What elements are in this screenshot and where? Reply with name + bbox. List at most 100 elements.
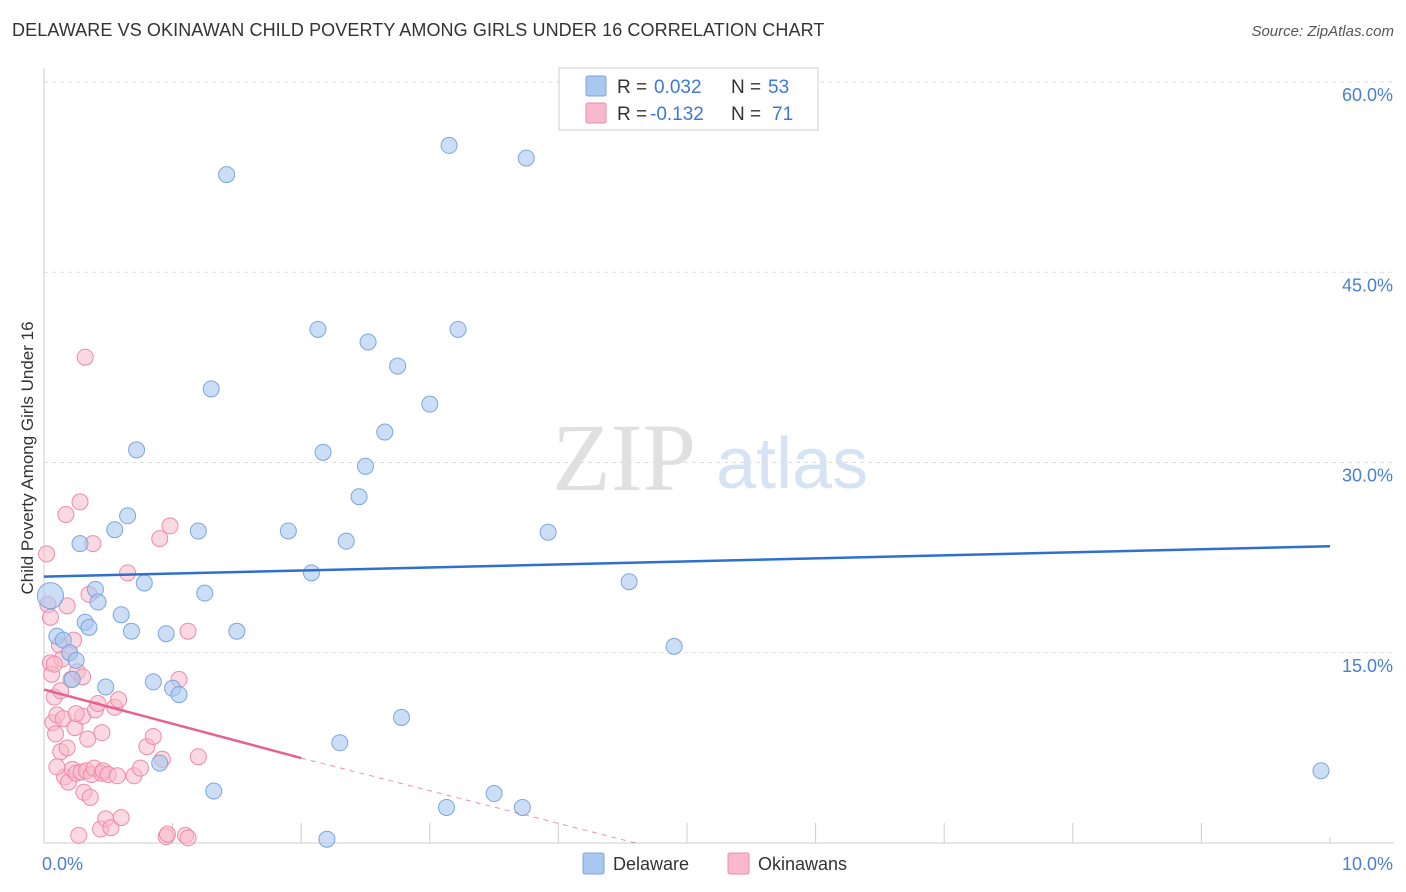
delaware-point [205, 782, 223, 800]
okinawan-point [179, 622, 197, 640]
okinawan-point [189, 748, 207, 766]
legend-delaware-n-label: N = [731, 77, 761, 98]
delaware-point [128, 441, 146, 459]
bottom-legend-delaware-swatch [582, 852, 605, 875]
watermark: ZIP atlas [552, 404, 868, 511]
trend-lines [43, 544, 1331, 844]
delaware-point [620, 573, 638, 591]
delaware-point [357, 457, 374, 475]
y-tick-label: 60.0% [1342, 85, 1393, 105]
okinawan-point [41, 608, 59, 626]
delaware-point [449, 320, 467, 338]
delaware-point [228, 622, 246, 640]
legend-delaware-r-label: R = [617, 77, 647, 98]
okinawan-point [79, 730, 97, 748]
delaware-point [170, 686, 188, 704]
delaware-point [67, 651, 85, 669]
okinawan-point [112, 809, 130, 827]
delaware-point [112, 606, 130, 624]
okinawan-point [119, 564, 137, 582]
bottom-legend-okinawan-swatch [727, 852, 750, 875]
delaware-point [359, 333, 377, 351]
delaware-point [438, 798, 456, 816]
watermark-zip: ZIP [552, 404, 696, 511]
delaware-trend-line [43, 544, 1331, 578]
delaware-point [421, 395, 439, 413]
okinawan-point [161, 517, 179, 535]
okinawan-point [110, 691, 128, 709]
legend-okinawan-n-value: 71 [772, 104, 793, 125]
delaware-point [157, 625, 175, 643]
okinawan-point [93, 724, 111, 742]
delaware-point [119, 507, 137, 525]
okinawan-point [48, 758, 66, 776]
axes [43, 68, 1394, 844]
okinawan-point [151, 530, 169, 548]
y-tick-label: 45.0% [1342, 275, 1393, 295]
delaware-point [151, 754, 169, 772]
delaware-point [189, 522, 207, 540]
okinawan-trend-line [43, 688, 302, 760]
y-axis-title: Child Poverty Among Girls Under 16 [18, 321, 37, 594]
x-tick-label: 10.0% [1342, 854, 1393, 874]
bottom-legend: Delaware Okinawans [582, 852, 847, 875]
x-tick-labels: 0.0% 10.0% [42, 854, 1393, 874]
source-label: Source: ZipAtlas.com [1251, 23, 1394, 40]
okinawan-point [57, 506, 75, 524]
delaware-point [318, 830, 336, 848]
okinawan-point [67, 705, 85, 723]
delaware-point [97, 678, 115, 696]
delaware-point [485, 785, 503, 803]
delaware-point [135, 574, 153, 592]
okinawan-trend-extension [301, 757, 636, 844]
legend-okinawan-r-label: R = [617, 104, 647, 125]
legend-okinawan-n-label: N = [731, 104, 761, 125]
delaware-point [89, 593, 107, 611]
y-tick-label: 15.0% [1342, 656, 1393, 676]
okinawan-point [102, 819, 120, 837]
y-tick-labels: 15.0% 30.0% 45.0% 60.0% [1342, 85, 1393, 676]
delaware-point [517, 149, 535, 167]
delaware-point [36, 582, 64, 610]
delaware-point [1312, 762, 1330, 780]
delaware-points [36, 136, 1330, 848]
legend-delaware-r-value: 0.032 [654, 77, 702, 98]
delaware-point [279, 522, 297, 540]
delaware-point [376, 423, 394, 441]
delaware-point [80, 618, 98, 636]
legend-okinawan-swatch [585, 102, 607, 124]
delaware-point [202, 380, 220, 398]
delaware-point [218, 166, 236, 184]
delaware-point [440, 136, 458, 154]
okinawan-point [76, 348, 94, 366]
okinawan-point [70, 826, 88, 844]
delaware-point [196, 584, 214, 602]
delaware-point [144, 673, 162, 691]
chart-title: DELAWARE VS OKINAWAN CHILD POVERTY AMONG… [12, 20, 825, 40]
y-tick-label: 30.0% [1342, 466, 1393, 486]
okinawan-point [71, 493, 89, 511]
delaware-point [106, 521, 124, 539]
delaware-point [63, 670, 81, 688]
okinawan-point [108, 767, 126, 785]
delaware-point [331, 734, 349, 752]
bottom-legend-delaware-label: Delaware [613, 854, 689, 874]
grid [44, 81, 1394, 654]
delaware-point [337, 532, 355, 550]
delaware-point [350, 488, 368, 506]
bottom-legend-okinawan-label: Okinawans [758, 854, 847, 874]
okinawan-point [144, 727, 162, 745]
okinawan-point [47, 725, 65, 743]
x-tick-label: 0.0% [42, 854, 83, 874]
okinawan-point [131, 759, 149, 777]
delaware-point [314, 443, 332, 461]
watermark-atlas: atlas [716, 424, 868, 504]
delaware-point [389, 357, 407, 375]
legend: R = 0.032 N = 53 R = -0.132 N = 71 [558, 67, 819, 131]
delaware-point [665, 637, 683, 655]
legend-delaware-swatch [585, 75, 607, 97]
delaware-point [309, 320, 327, 338]
okinawan-point [58, 739, 76, 757]
delaware-point [122, 622, 140, 640]
